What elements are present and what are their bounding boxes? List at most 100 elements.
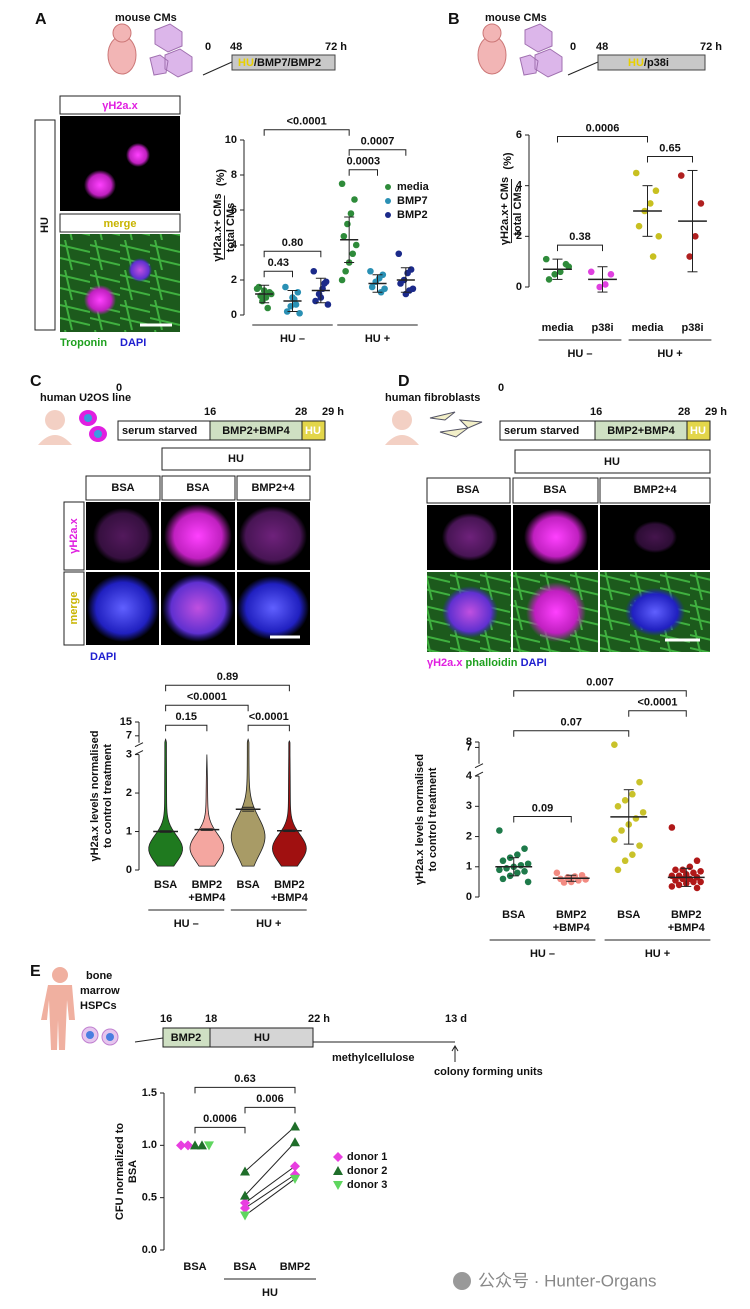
pair-line <box>244 1141 296 1196</box>
x-tick-label: p38i <box>681 322 703 334</box>
time-label: 29 h <box>705 406 727 418</box>
point <box>290 1174 300 1184</box>
cell-icon <box>86 1031 94 1039</box>
timeline <box>134 1037 164 1043</box>
p-value: 0.0006 <box>203 1113 237 1125</box>
person-icon <box>41 985 75 1050</box>
p-value: 0.07 <box>561 717 582 729</box>
bracket <box>513 690 687 697</box>
point <box>282 283 289 291</box>
y-axis-label: to control treatment <box>102 744 114 848</box>
axis-break <box>134 742 144 748</box>
time-label: 29 h <box>322 406 344 418</box>
point <box>649 253 657 260</box>
point <box>338 276 346 284</box>
p-value: <0.0001 <box>287 116 327 128</box>
image-header: γH2a.x <box>102 100 138 112</box>
legend-label: BMP7 <box>397 195 428 207</box>
point <box>545 276 553 283</box>
nucleus <box>526 582 586 642</box>
row-box <box>63 501 85 571</box>
point <box>551 271 558 278</box>
time-label: 16 <box>204 406 216 418</box>
image-header: BSA <box>543 484 566 496</box>
p-value: 0.09 <box>532 802 553 814</box>
nucleus <box>87 574 159 642</box>
point <box>636 778 643 786</box>
panel-letter: A <box>35 11 47 28</box>
pair-line <box>244 1165 296 1204</box>
image-header <box>514 449 711 474</box>
step: HU <box>305 425 321 437</box>
stain: γH2a.x phalloidin DAPI <box>427 657 547 669</box>
nucleus <box>162 574 234 642</box>
x-tick-label: +BMP4 <box>668 922 706 934</box>
time-label: 16 <box>160 1013 172 1025</box>
bracket <box>647 155 693 163</box>
step: serum starved <box>122 425 197 437</box>
row-box <box>34 119 56 331</box>
sample-label: bone <box>86 970 112 982</box>
bracket <box>513 816 572 823</box>
row-label: merge <box>68 591 80 624</box>
nucleus <box>84 170 116 200</box>
time-label: 0 <box>205 41 211 53</box>
sample-label: human fibroblasts <box>385 392 480 404</box>
y-tick-label: 7 <box>126 730 132 742</box>
p-value: 0.65 <box>659 142 680 154</box>
bracket <box>165 724 208 732</box>
point <box>524 878 532 886</box>
y-axis-label: to control treatment <box>427 767 439 871</box>
readout: colony forming units <box>434 1066 543 1078</box>
point <box>632 169 640 177</box>
point <box>349 250 357 258</box>
violin <box>230 738 266 867</box>
point <box>321 280 328 287</box>
time-label: 28 <box>678 406 690 418</box>
point <box>677 172 685 179</box>
bracket <box>557 135 648 143</box>
point <box>668 824 676 831</box>
cell-icon <box>106 1033 114 1041</box>
point <box>404 269 411 277</box>
cell-icon <box>149 23 193 78</box>
bracket <box>513 730 630 737</box>
y-axis-label: total CMs <box>512 186 524 236</box>
legend-marker <box>385 198 391 204</box>
image-header <box>161 475 236 501</box>
point <box>629 851 636 858</box>
x-tick-label: BSA <box>502 909 525 921</box>
p-value: 0.89 <box>217 671 238 683</box>
cell-icon <box>84 414 92 422</box>
point <box>587 268 595 276</box>
point <box>183 1140 193 1151</box>
treatment: HU/BMP7/BMP2 <box>238 57 321 69</box>
micrograph <box>60 116 180 211</box>
y-tick-label: 4 <box>231 239 238 251</box>
point <box>697 878 704 886</box>
images-d: HU BSA BSA BMP2+4 γH2a.x phalloidin DAPI <box>426 449 711 669</box>
time-label: 18 <box>205 1013 217 1025</box>
p-value: 0.007 <box>586 677 614 689</box>
p-value: 0.0006 <box>586 122 620 134</box>
point <box>521 868 528 875</box>
violin <box>189 754 225 867</box>
timeline-box <box>231 54 336 71</box>
point <box>652 187 660 195</box>
point <box>240 1211 250 1221</box>
p-value: 0.80 <box>282 237 303 249</box>
point <box>521 845 528 852</box>
x-tick-label: BMP2 <box>192 879 223 891</box>
bracket <box>263 129 350 136</box>
watermark: 公众号 · Hunter-Organs <box>478 1271 657 1290</box>
cell-icon <box>429 411 483 438</box>
y-tick-label: 10 <box>225 134 237 146</box>
point <box>629 790 636 798</box>
watermark-icon <box>453 1272 471 1290</box>
mouse-icon <box>482 23 502 43</box>
p-value: 0.0003 <box>347 156 381 168</box>
point <box>347 210 355 217</box>
y-axis-label: CFU normalized to <box>114 1123 126 1220</box>
point <box>514 869 521 877</box>
group-label: HU + <box>365 333 390 345</box>
